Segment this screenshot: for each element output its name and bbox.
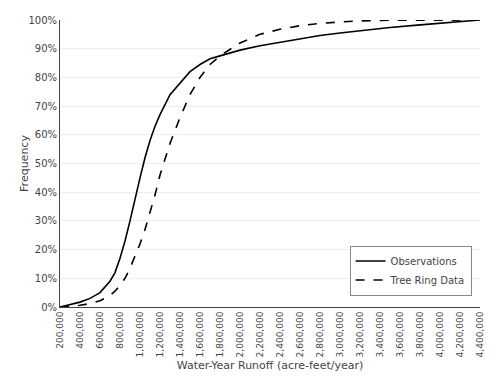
svg-text:4,200,000: 4,200,000 xyxy=(455,311,465,357)
svg-text:400,000: 400,000 xyxy=(75,311,85,348)
svg-text:3,200,000: 3,200,000 xyxy=(355,311,365,357)
svg-text:1,400,000: 1,400,000 xyxy=(175,311,185,357)
svg-text:50%: 50% xyxy=(35,158,57,169)
svg-text:1,000,000: 1,000,000 xyxy=(135,311,145,357)
svg-text:10%: 10% xyxy=(35,273,57,284)
svg-text:Water-Year Runoff (acre-feet/y: Water-Year Runoff (acre-feet/year) xyxy=(177,359,364,372)
svg-text:40%: 40% xyxy=(35,187,57,198)
svg-text:200,000: 200,000 xyxy=(55,311,65,348)
svg-text:70%: 70% xyxy=(35,101,57,112)
svg-text:Tree Ring Data: Tree Ring Data xyxy=(390,275,464,286)
svg-text:30%: 30% xyxy=(35,215,57,226)
svg-text:1,200,000: 1,200,000 xyxy=(155,311,165,357)
svg-text:3,600,000: 3,600,000 xyxy=(395,311,405,357)
svg-text:2,200,000: 2,200,000 xyxy=(255,311,265,357)
svg-text:4,400,000: 4,400,000 xyxy=(475,311,485,357)
svg-text:2,600,000: 2,600,000 xyxy=(295,311,305,357)
svg-text:90%: 90% xyxy=(35,43,57,54)
svg-text:Observations: Observations xyxy=(391,256,457,267)
svg-text:2,800,000: 2,800,000 xyxy=(315,311,325,357)
svg-text:4,000,000: 4,000,000 xyxy=(435,311,445,357)
svg-text:2,000,000: 2,000,000 xyxy=(235,311,245,357)
svg-text:1,800,000: 1,800,000 xyxy=(215,311,225,357)
svg-text:3,000,000: 3,000,000 xyxy=(335,311,345,357)
svg-text:2,400,000: 2,400,000 xyxy=(275,311,285,357)
svg-text:80%: 80% xyxy=(35,72,57,83)
svg-text:Frequency: Frequency xyxy=(18,135,31,192)
svg-text:600,000: 600,000 xyxy=(95,311,105,348)
svg-text:60%: 60% xyxy=(35,129,57,140)
svg-text:0%: 0% xyxy=(41,302,57,313)
svg-text:800,000: 800,000 xyxy=(115,311,125,348)
svg-text:3,800,000: 3,800,000 xyxy=(415,311,425,357)
svg-text:20%: 20% xyxy=(35,244,57,255)
svg-text:1,600,000: 1,600,000 xyxy=(195,311,205,357)
svg-text:100%: 100% xyxy=(28,15,57,26)
svg-text:3,400,000: 3,400,000 xyxy=(375,311,385,357)
